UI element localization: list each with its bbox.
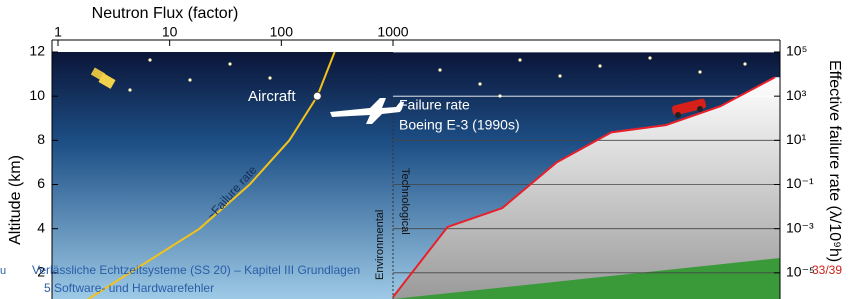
y2-tick-label: 10⁻³	[786, 219, 814, 235]
y2-tick-label: 10³	[786, 87, 807, 103]
x-axis-label: Neutron Flux (factor)	[92, 5, 239, 22]
annotation: Technological	[399, 168, 411, 235]
star	[128, 88, 131, 91]
star	[698, 70, 701, 73]
x-tick-label: 1000	[377, 24, 408, 40]
y-tick-label: 12	[29, 43, 45, 59]
star	[648, 56, 651, 59]
annotation: Failure rate	[399, 97, 470, 113]
star	[228, 62, 231, 65]
annotation: Boeing E-3 (1990s)	[399, 117, 520, 133]
footer-title: Verlässliche Echtzeitsysteme (SS 20) – K…	[32, 263, 360, 277]
y2-tick-label: 10¹	[786, 131, 807, 147]
y2-tick-label: 10⁵	[786, 43, 807, 59]
y-tick-label: 8	[37, 131, 45, 147]
star	[743, 62, 746, 65]
page: 2468101210⁻⁵10⁻³10⁻¹10¹10³10⁵1101001000~…	[0, 0, 852, 299]
page-number: 33/39	[812, 263, 842, 277]
y-tick-label: 10	[29, 87, 45, 103]
star	[478, 82, 481, 85]
chart: 2468101210⁻⁵10⁻³10⁻¹10¹10³10⁵1101001000~…	[0, 0, 852, 299]
aircraft-marker	[313, 92, 321, 100]
star	[148, 58, 151, 61]
star	[438, 68, 441, 71]
aircraft-label: Aircraft	[248, 88, 296, 105]
y-axis-label: Altitude (km)	[7, 155, 24, 245]
footer-subtitle: 5 Software- und Hardwarefehler	[44, 281, 214, 295]
star	[598, 64, 601, 67]
star	[518, 58, 521, 61]
star	[188, 78, 191, 81]
x-tick-label: 100	[270, 24, 294, 40]
y2-tick-label: 10⁻⁵	[786, 264, 815, 280]
star	[558, 74, 561, 77]
y2-tick-label: 10⁻¹	[786, 175, 814, 191]
x-tick-label: 1	[54, 24, 62, 40]
footer-cut: u	[0, 265, 6, 277]
annotation: Environmental	[374, 210, 386, 280]
y-tick-label: 4	[37, 219, 45, 235]
y-tick-label: 6	[37, 175, 45, 191]
x-tick-label: 10	[162, 24, 178, 40]
y2-axis-label: Effective failure rate (λ/10⁹h)	[826, 60, 843, 262]
star	[268, 76, 271, 79]
